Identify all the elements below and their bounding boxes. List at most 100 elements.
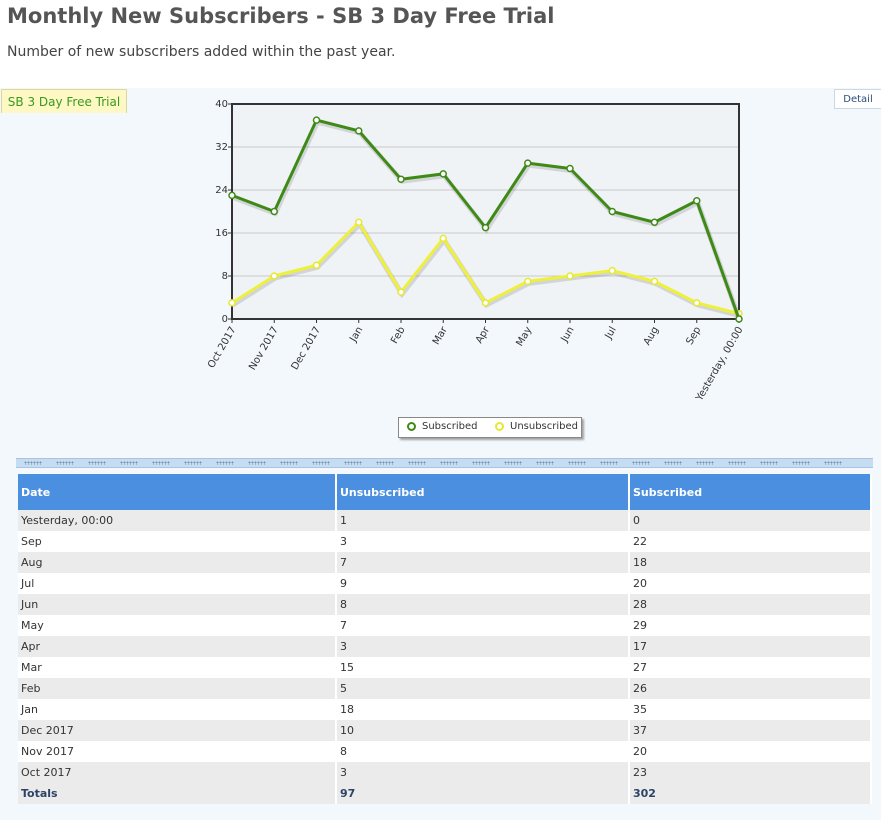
data-point-unsubscribed[interactable] (566, 272, 574, 280)
data-point-subscribed[interactable] (693, 197, 701, 205)
tab-sb-3-day-free-trial[interactable]: SB 3 Day Free Trial (1, 89, 127, 113)
splitter-grip (760, 461, 778, 465)
subscribed-cell: 22 (629, 531, 872, 552)
data-point-subscribed[interactable] (270, 207, 278, 216)
table-row: Mar 15 27 (18, 657, 872, 678)
date-cell: Aug (18, 552, 337, 573)
splitter-grip (56, 461, 74, 465)
subscribed-cell: 20 (629, 741, 872, 762)
table-row: Oct 2017 3 23 (18, 762, 872, 783)
table-row: Jul 9 20 (18, 573, 872, 594)
data-point-unsubscribed[interactable] (397, 288, 405, 296)
splitter-grip (568, 461, 586, 465)
legend-swatch-subscribed (407, 421, 416, 431)
legend-item-unsubscribed[interactable]: Unsubscribed (495, 421, 578, 432)
subscribed-cell: 18 (629, 552, 872, 573)
data-point-subscribed[interactable] (650, 218, 659, 226)
date-cell: Sep (18, 531, 337, 552)
splitter-grip (152, 461, 170, 465)
date-cell: Mar (18, 657, 337, 678)
x-tick-label: Mar (431, 324, 450, 347)
totals-subscribed-cell: 302 (629, 783, 872, 804)
y-tick-label: 24 (215, 185, 228, 196)
x-tick-label: Aug (642, 325, 661, 347)
column-header-date[interactable]: Date (18, 474, 337, 510)
legend-item-subscribed[interactable]: Subscribed (407, 421, 477, 432)
data-point-subscribed[interactable] (735, 315, 743, 323)
splitter-grip (312, 461, 330, 465)
table-row: Apr 3 17 (18, 636, 872, 657)
unsubscribed-cell: 1 (336, 510, 630, 531)
table-row: Jan 18 35 (18, 699, 872, 720)
unsubscribed-cell: 8 (336, 594, 630, 615)
splitter-grip (216, 461, 234, 465)
series-unsubscribed (228, 218, 743, 319)
splitter-grip (472, 461, 490, 465)
x-tick-label: Jun (559, 325, 577, 345)
table-row: May 7 29 (18, 615, 872, 636)
unsubscribed-cell: 7 (336, 615, 630, 636)
legend-label-unsubscribed: Unsubscribed (510, 421, 578, 432)
unsubscribed-cell: 9 (336, 573, 630, 594)
unsubscribed-cell: 3 (336, 531, 630, 552)
data-point-unsubscribed[interactable] (524, 277, 532, 286)
data-point-unsubscribed[interactable] (312, 261, 321, 269)
series-subscribed (228, 116, 743, 323)
data-point-subscribed[interactable] (312, 116, 321, 124)
unsubscribed-cell: 10 (336, 720, 630, 741)
splitter-grip (248, 461, 266, 465)
splitter-grip (376, 461, 394, 465)
splitter-grip (184, 461, 202, 465)
unsubscribed-cell: 18 (336, 699, 630, 720)
data-point-subscribed[interactable] (228, 191, 236, 200)
subscribed-cell: 29 (629, 615, 872, 636)
data-point-unsubscribed[interactable] (608, 266, 616, 275)
x-axis-ticks: Oct 2017 Nov 2017 Dec 2017 Jan Feb Mar Apr May J… (206, 319, 746, 404)
resize-splitter[interactable] (16, 458, 873, 468)
data-point-subscribed[interactable] (481, 223, 490, 232)
data-point-subscribed[interactable] (397, 175, 405, 183)
x-tick-label: Jul (603, 325, 619, 342)
data-point-unsubscribed[interactable] (481, 299, 490, 307)
splitter-grip (728, 461, 746, 465)
data-point-subscribed[interactable] (439, 170, 447, 178)
x-tick-label: Nov 2017 (247, 325, 281, 372)
column-header-subscribed[interactable]: Subscribed (629, 474, 872, 510)
data-point-subscribed[interactable] (608, 207, 616, 216)
line-chart: 0 8 16 24 32 40 Oct 2017 Nov 2017 Dec 2017 Jan Fe… (206, 99, 746, 404)
data-point-subscribed[interactable] (524, 159, 532, 167)
table-row: Jun 8 28 (18, 594, 872, 615)
x-tick-label: May (514, 325, 534, 348)
data-point-subscribed[interactable] (355, 127, 363, 135)
date-cell: Feb (18, 678, 337, 699)
table-row: Dec 2017 10 37 (18, 720, 872, 741)
unsubscribed-cell: 3 (336, 762, 630, 783)
tab-detail[interactable]: Detail (834, 89, 881, 109)
data-point-unsubscribed[interactable] (439, 234, 447, 243)
x-tick-label: Yesterday, 00:00 (694, 325, 746, 404)
data-point-subscribed[interactable] (566, 164, 574, 173)
splitter-grip (88, 461, 106, 465)
y-tick-label: 16 (215, 228, 228, 239)
date-cell: Dec 2017 (18, 720, 337, 741)
date-cell: Jul (18, 573, 337, 594)
subscribed-cell: 17 (629, 636, 872, 657)
table-row: Sep 3 22 (18, 531, 872, 552)
data-point-unsubscribed[interactable] (228, 299, 236, 307)
unsubscribed-cell: 8 (336, 741, 630, 762)
x-tick-label: Feb (389, 325, 407, 346)
data-point-unsubscribed[interactable] (355, 218, 363, 226)
unsubscribed-cell: 15 (336, 657, 630, 678)
totals-unsubscribed-cell: 97 (336, 783, 630, 804)
date-cell: Nov 2017 (18, 741, 337, 762)
data-point-unsubscribed[interactable] (650, 277, 659, 286)
unsubscribed-cell: 7 (336, 552, 630, 573)
data-point-unsubscribed[interactable] (693, 299, 701, 307)
chart-series (228, 116, 743, 323)
page-subtitle: Number of new subscribers added within t… (7, 44, 396, 60)
data-point-unsubscribed[interactable] (270, 272, 278, 280)
column-header-unsubscribed[interactable]: Unsubscribed (336, 474, 630, 510)
x-tick-label: Jan (348, 325, 366, 345)
splitter-grip (536, 461, 554, 465)
date-cell: Jan (18, 699, 337, 720)
